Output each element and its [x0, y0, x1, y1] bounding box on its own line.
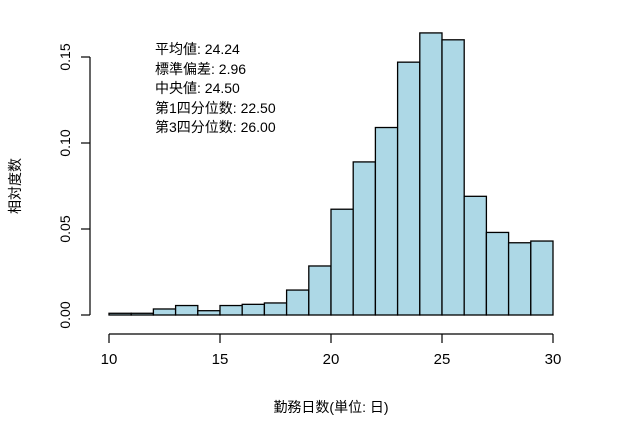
histogram-bar	[308, 265, 332, 316]
histogram-bar	[285, 289, 310, 316]
x-axis-label: 勤務日数(単位: 日)	[273, 399, 388, 415]
x-tick-label: 25	[434, 351, 451, 368]
histogram-bar	[463, 195, 488, 316]
summary-statistics: 平均値: 24.24 標準偏差: 2.96 中央値: 24.50 第1四分位数:…	[155, 40, 276, 138]
stat-q3: 第3四分位数: 26.00	[155, 119, 276, 135]
stat-q1: 第1四分位数: 22.50	[155, 99, 276, 116]
histogram-bar	[396, 61, 421, 316]
histogram-bar	[485, 231, 510, 316]
stat-mean: 平均値: 24.24	[155, 41, 240, 57]
histogram-bar	[241, 303, 266, 316]
histogram-bar	[330, 208, 354, 316]
histogram-bar	[507, 242, 532, 316]
histogram-bar	[530, 240, 554, 316]
histogram-bars	[108, 32, 554, 316]
y-tick-label: 0.00	[57, 301, 73, 328]
x-tick-label: 15	[212, 351, 229, 368]
x-tick-label: 10	[101, 351, 118, 368]
histogram-bar	[108, 312, 132, 316]
histogram-bar	[441, 39, 465, 316]
histogram-bar	[263, 302, 288, 316]
stat-sd: 標準偏差: 2.96	[155, 60, 247, 77]
y-tick-label: 0.10	[57, 129, 73, 156]
histogram-bar	[130, 312, 155, 316]
y-axis-label: 相対度数	[7, 158, 23, 214]
stat-median: 中央値: 24.50	[155, 80, 240, 96]
histogram-bar	[219, 304, 243, 316]
histogram-bar	[197, 310, 221, 316]
histogram-bar	[352, 161, 377, 316]
y-tick-label: 0.15	[57, 43, 73, 70]
y-axis: 0.00 0.05 0.10 0.15	[57, 43, 91, 329]
x-axis: 10 15 20 25 30	[101, 333, 562, 368]
histogram-bar	[419, 32, 443, 316]
histogram-bar	[374, 126, 399, 316]
y-tick-label: 0.05	[57, 215, 73, 242]
histogram-bar	[152, 308, 177, 316]
histogram-bar	[174, 304, 199, 316]
x-tick-label: 20	[323, 351, 340, 368]
x-tick-label: 30	[545, 351, 562, 368]
